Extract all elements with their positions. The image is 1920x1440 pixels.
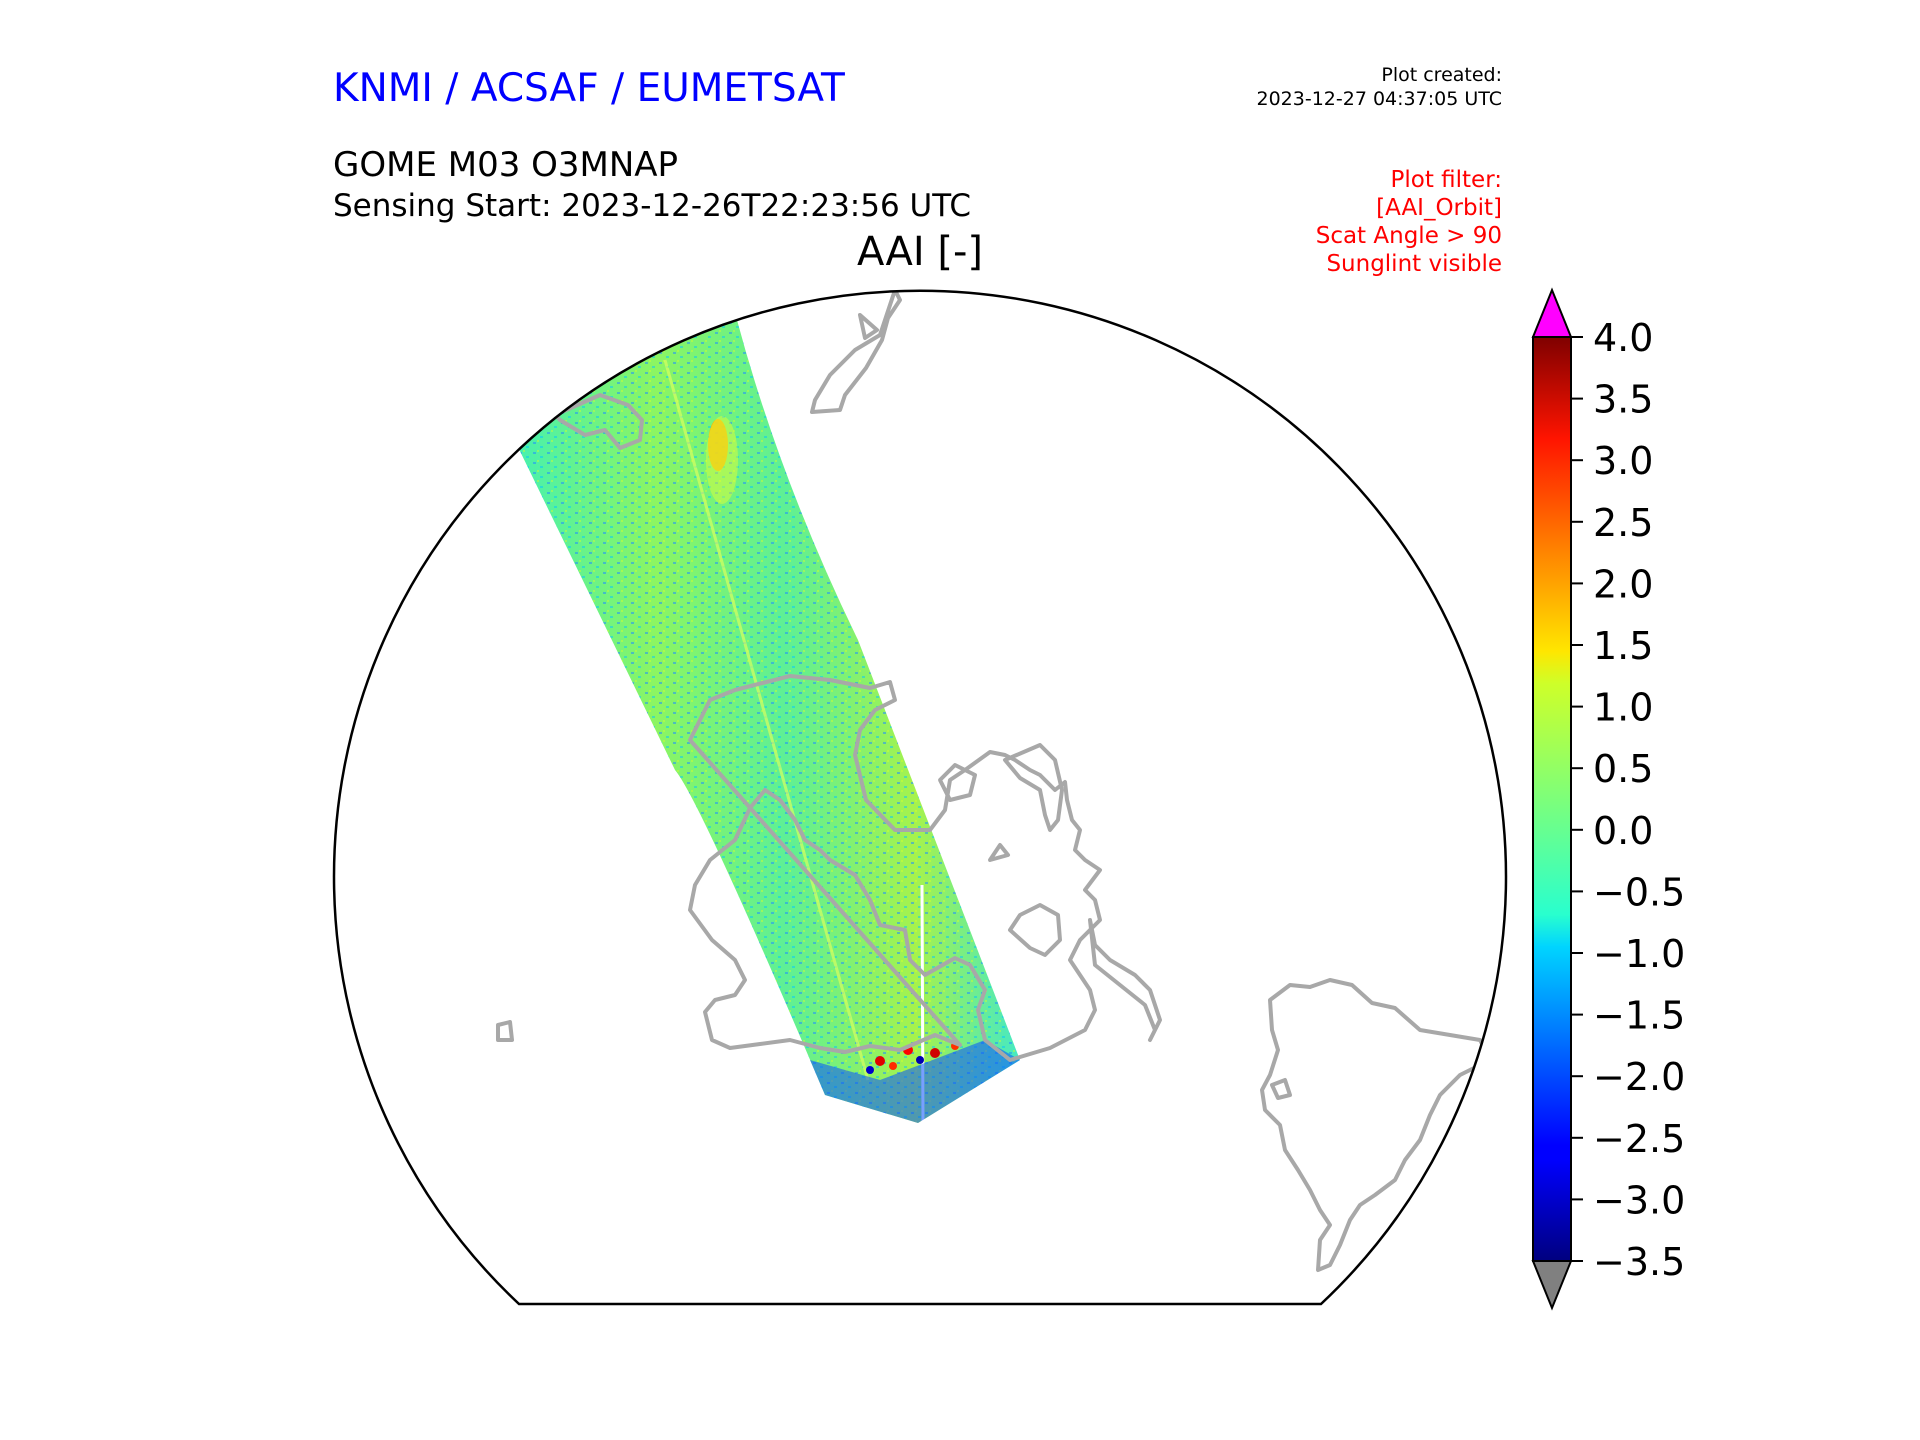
colorbar: 4.0 3.5 3.0 2.5 2.0 1.5 1.0 0.5 0.0 −0.5 −1.0 −1.5 −… — [1531, 287, 1685, 1311]
landmass-outline — [858, 313, 879, 340]
colorbar-under-extend — [1531, 1260, 1573, 1311]
colorbar-tick-label: 2.0 — [1593, 562, 1653, 606]
colorbar-over-extend — [1531, 287, 1573, 338]
colorbar-tick-label: −2.0 — [1593, 1055, 1685, 1099]
landmass-outline — [688, 674, 1102, 1062]
variable-title: AAI [-] — [857, 229, 983, 275]
landmass-outline — [938, 763, 977, 802]
colorbar-ticks: 4.0 3.5 3.0 2.5 2.0 1.5 1.0 0.5 0.0 −0.5 −1.0 −1.5 −… — [1571, 316, 1685, 1284]
organisation-title: KNMI / ACSAF / EUMETSAT — [333, 66, 845, 111]
plot-created-value: 2023-12-27 04:37:05 UTC — [1256, 88, 1503, 110]
colorbar-tick-label: −3.5 — [1593, 1240, 1685, 1284]
colorbar-tick-label: −3.0 — [1593, 1178, 1685, 1222]
colorbar-tick-label: 0.0 — [1593, 809, 1653, 853]
colorbar-tick-label: 4.0 — [1593, 316, 1653, 360]
plot-filter-item: Sunglint visible — [1326, 251, 1502, 277]
colorbar-tick-label: 2.5 — [1593, 501, 1653, 545]
landmass-outline — [553, 393, 644, 450]
globe-boundary — [332, 289, 1508, 1306]
landmass-outline — [496, 1020, 514, 1042]
colorbar-tick-label: −0.5 — [1593, 870, 1685, 914]
colorbar-tick-label: 3.5 — [1593, 378, 1653, 422]
colorbar-tick-label: 1.5 — [1593, 624, 1653, 668]
aai-swath — [500, 320, 1020, 1126]
colorbar-tick-label: 3.0 — [1593, 439, 1653, 483]
colorbar-tick-label: −2.5 — [1593, 1117, 1685, 1161]
coastlines — [496, 290, 1507, 1272]
plot-filter-item: Scat Angle > 90 — [1315, 223, 1502, 249]
colorbar-tick-label: 0.5 — [1593, 747, 1653, 791]
sensing-start: Sensing Start: 2023-12-26T22:23:56 UTC — [333, 188, 971, 224]
landmass-outline — [1270, 1078, 1292, 1100]
plot-filter-label: Plot filter: — [1390, 167, 1502, 193]
landmass-outline — [1088, 918, 1162, 1042]
landmass-outline — [1498, 1038, 1507, 1067]
landmass-outline — [1260, 978, 1492, 1272]
colorbar-gradient — [1533, 337, 1571, 1261]
plot-filter-item: [AAI_Orbit] — [1376, 195, 1502, 221]
landmass-outline — [1008, 903, 1062, 957]
landmass-outline — [1003, 743, 1064, 832]
colorbar-tick-label: 1.0 — [1593, 686, 1653, 730]
colorbar-tick-label: −1.5 — [1593, 994, 1685, 1038]
colorbar-frame — [1532, 336, 1572, 1262]
plot-created-label: Plot created: — [1381, 64, 1502, 86]
product-title: GOME M03 O3MNAP — [333, 145, 679, 185]
landmass-outline — [810, 290, 902, 414]
colorbar-tick-label: −1.0 — [1593, 932, 1685, 976]
landmass-outline — [988, 843, 1010, 862]
